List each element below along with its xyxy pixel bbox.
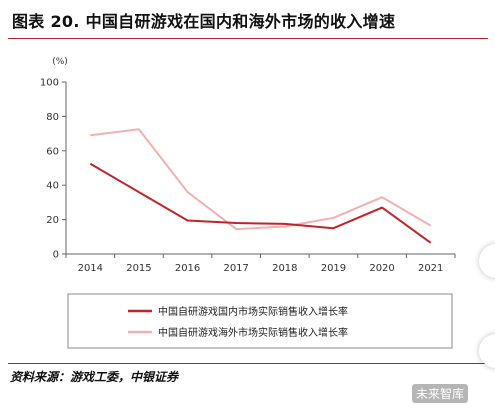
- x-tick-label: 2021: [418, 263, 443, 274]
- y-tick-label: 100: [40, 78, 59, 89]
- x-tick-label: 2018: [272, 263, 297, 274]
- legend-box: [67, 293, 453, 349]
- source-text: 资料来源：游戏工委，中银证券: [10, 370, 179, 384]
- x-tick-label: 2014: [78, 263, 103, 274]
- chart-title: 图表 20. 中国自研游戏在国内和海外市场的收入增速: [12, 12, 396, 31]
- legend-label-2: 中国自研游戏海外市场实际销售收入增长率: [158, 326, 348, 339]
- y-tick-label: 0: [53, 250, 59, 261]
- y-tick-label: 80: [46, 112, 59, 123]
- title-rule: [8, 38, 488, 39]
- side-action-button-2[interactable]: [479, 334, 495, 368]
- x-tick-label: 2020: [369, 263, 394, 274]
- x-tick-label: 2016: [175, 263, 200, 274]
- line-chart: (%) 0 20 40 60 80 100 2014 2015 2016 2017 2018 2019…: [40, 57, 456, 349]
- unit-label: (%): [52, 57, 68, 67]
- x-tick-label: 2017: [223, 263, 248, 274]
- series-line-1: [89, 162, 432, 244]
- source-rule: [8, 363, 488, 364]
- x-tick-label: 2019: [321, 263, 346, 274]
- y-tick-label: 40: [46, 181, 59, 192]
- series-line-2: [90, 128, 432, 231]
- legend-label-1: 中国自研游戏国内市场实际销售收入增长率: [158, 305, 348, 318]
- side-action-button-1[interactable]: [479, 244, 495, 278]
- x-tick-label: 2015: [126, 263, 151, 274]
- y-tick-label: 20: [46, 215, 59, 226]
- y-tick-label: 60: [46, 146, 59, 157]
- watermark: 未来智库: [412, 384, 469, 403]
